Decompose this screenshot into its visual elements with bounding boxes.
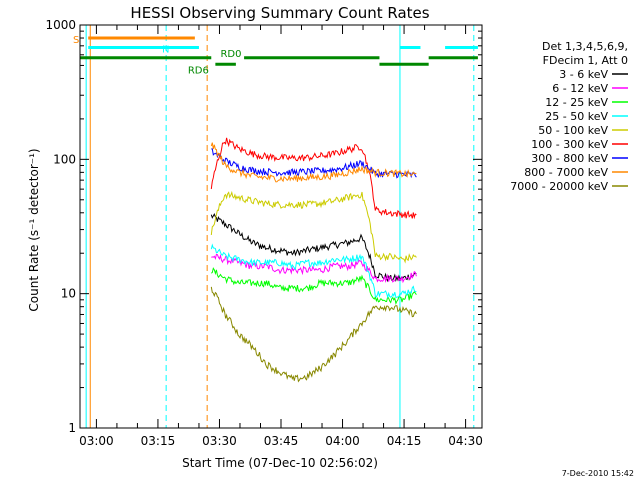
- x-tick-label: 03:15: [141, 434, 176, 448]
- legend-entry-label: 800 - 7000 keV: [524, 166, 608, 179]
- series-line: [210, 190, 417, 264]
- data-series: [210, 137, 417, 383]
- flag-label: RD0: [220, 49, 241, 60]
- x-tick-label: 04:30: [448, 434, 483, 448]
- legend-entry-label: 12 - 25 keV: [545, 96, 608, 109]
- x-tick-label: 03:30: [202, 434, 237, 448]
- series-line: [210, 286, 417, 383]
- flag-label: RD6: [188, 65, 209, 76]
- x-tick-label: 04:00: [325, 434, 360, 448]
- y-tick-label: 1: [68, 421, 76, 435]
- series-line: [210, 213, 417, 283]
- x-tick-label: 03:00: [79, 434, 114, 448]
- x-tick-label: 04:15: [387, 434, 422, 448]
- axes: 1 10 100 1000 03:00 03:15 03:30 03:45 04:00 04:15…: [45, 18, 482, 448]
- legend-entry-label: 50 - 100 keV: [538, 124, 608, 137]
- y-axis-label: Count Rate (s⁻¹ detector⁻¹): [27, 148, 41, 311]
- series-line: [210, 243, 417, 299]
- footer-date: 7-Dec-2010 15:42: [562, 469, 634, 478]
- vertical-markers: [85, 25, 475, 428]
- legend-header: Det 1,3,4,5,6,9,: [542, 40, 628, 53]
- series-line: [211, 253, 417, 284]
- flag-label: N: [162, 44, 169, 55]
- series-line: [210, 137, 417, 220]
- legend-header: FDecim 1, Att 0: [543, 54, 628, 67]
- legend-entry-label: 25 - 50 keV: [545, 110, 608, 123]
- series-line: [210, 142, 417, 183]
- x-tick-label: 03:45: [264, 434, 299, 448]
- legend: Det 1,3,4,5,6,9,FDecim 1, Att 03 - 6 keV…: [510, 40, 628, 193]
- flag-label: S: [73, 35, 79, 46]
- observing-flags: S N RD0 RD6: [73, 35, 478, 76]
- legend-entry-label: 3 - 6 keV: [559, 68, 608, 81]
- legend-entry-label: 300 - 800 keV: [531, 152, 608, 165]
- x-axis-label: Start Time (07-Dec-10 02:56:02): [182, 456, 378, 470]
- y-tick-label: 100: [53, 152, 76, 166]
- legend-entry-label: 7000 - 20000 keV: [510, 180, 608, 193]
- y-tick-label: 10: [61, 287, 76, 301]
- y-tick-label: 1000: [45, 18, 76, 32]
- legend-entry-label: 6 - 12 keV: [552, 82, 608, 95]
- chart-title: HESSI Observing Summary Count Rates: [130, 4, 429, 22]
- series-line: [211, 267, 417, 305]
- legend-entry-label: 100 - 300 keV: [531, 138, 608, 151]
